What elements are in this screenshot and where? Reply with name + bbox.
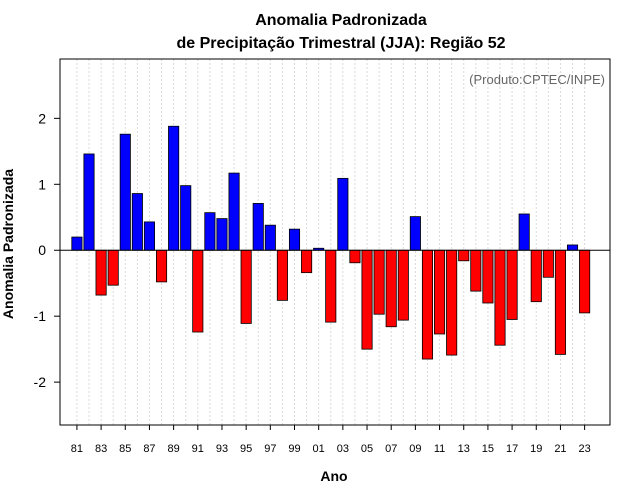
y-tick-label: 2 — [38, 110, 46, 126]
x-tick-label: 81 — [71, 443, 83, 455]
chart-title-line1: Anomalia Padronizada — [255, 12, 427, 29]
bar-1997 — [264, 224, 276, 251]
bar-1988 — [155, 249, 168, 283]
bar-2013 — [458, 249, 470, 262]
bar-1999 — [288, 228, 301, 251]
bar-2004 — [349, 249, 361, 264]
grid-layer — [76, 59, 586, 425]
bar-2015 — [482, 249, 494, 304]
bar-1998 — [276, 249, 288, 301]
bar-2021 — [554, 249, 566, 355]
bar-1996 — [252, 203, 264, 251]
bar-2006 — [373, 249, 385, 315]
bar-1984 — [107, 249, 119, 286]
x-tick-label: 85 — [119, 443, 131, 455]
bar-1992 — [204, 212, 216, 251]
y-tick-label: -1 — [34, 308, 47, 324]
x-tick-label: 11 — [434, 443, 445, 455]
bar-2002 — [325, 249, 337, 323]
bar-1990 — [180, 185, 192, 251]
bar-2020 — [542, 249, 554, 278]
x-tick-label: 17 — [506, 443, 518, 455]
x-tick-label: 13 — [458, 443, 470, 455]
x-tick-label: 05 — [361, 443, 373, 455]
bar-1985 — [119, 133, 131, 251]
bar-1987 — [143, 221, 155, 251]
x-tick-label: 09 — [409, 443, 421, 455]
x-tick-label: 93 — [216, 443, 228, 455]
bar-2023 — [579, 249, 591, 314]
bar-1994 — [228, 172, 240, 251]
x-tick-label: 03 — [337, 443, 349, 455]
bar-2018 — [518, 213, 530, 251]
y-tick-label: -2 — [34, 374, 47, 390]
bar-2000 — [301, 249, 313, 274]
x-tick-label: 15 — [482, 443, 494, 455]
bar-1995 — [240, 249, 252, 324]
x-tick-label: 23 — [578, 443, 590, 455]
x-tick-label: 91 — [192, 443, 204, 455]
bar-2012 — [446, 249, 458, 356]
bar-1982 — [83, 153, 95, 251]
y-axis-ticks: -2 -1 0 1 2 — [34, 110, 60, 390]
bar-1981 — [71, 236, 83, 251]
y-tick-label: 0 — [38, 242, 46, 258]
bar-2010 — [421, 249, 434, 360]
chart-title-line2: de Precipitação Trimestral (JJA): Região… — [176, 35, 505, 52]
bar-1983 — [95, 249, 107, 296]
x-tick-label: 89 — [168, 443, 180, 455]
x-tick-label: 07 — [385, 443, 397, 455]
bar-2014 — [470, 249, 482, 292]
bar-2007 — [385, 249, 397, 328]
x-tick-label: 21 — [554, 443, 566, 455]
x-axis-label: Ano — [320, 468, 347, 484]
bar-2019 — [530, 249, 542, 303]
bar-2016 — [494, 249, 506, 346]
product-note: (Produto:CPTEC/INPE) — [469, 72, 605, 87]
x-tick-label: 99 — [288, 443, 300, 455]
bar-1986 — [131, 193, 143, 251]
bar-2005 — [361, 249, 373, 350]
y-axis-label: Anomalia Padronizada — [0, 169, 16, 319]
x-tick-label: 83 — [95, 443, 107, 455]
bar-1989 — [168, 125, 180, 251]
bar-2017 — [506, 249, 518, 320]
bar-2003 — [337, 177, 349, 251]
bar-2011 — [434, 249, 446, 335]
bar-1991 — [192, 249, 204, 333]
y-tick-label: 1 — [38, 176, 46, 192]
bar-layer — [71, 125, 591, 360]
x-tick-label: 97 — [264, 443, 276, 455]
bar-2022 — [566, 244, 579, 251]
x-axis-ticks: 81 83 85 87 89 91 93 95 97 99 01 03 05 07 09 11 13 15 17 19… — [71, 425, 591, 455]
plot-frame — [59, 58, 611, 426]
x-tick-label: 87 — [143, 443, 155, 455]
bar-2008 — [397, 249, 409, 321]
bar-2009 — [409, 216, 421, 251]
x-tick-label: 01 — [313, 443, 325, 455]
x-tick-label: 19 — [530, 443, 542, 455]
x-tick-label: 95 — [240, 443, 252, 455]
bar-1993 — [216, 218, 228, 251]
